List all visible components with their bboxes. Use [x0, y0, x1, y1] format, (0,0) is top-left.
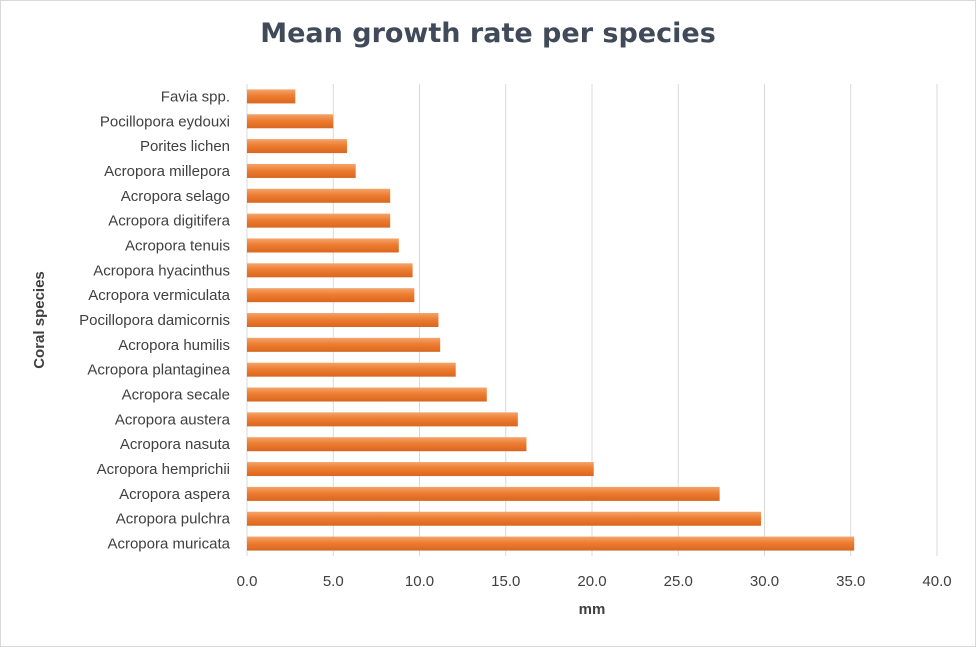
category-label: Acropora humilis [118, 337, 230, 354]
category-label: Pocillopora damicornis [79, 312, 230, 329]
bar [247, 412, 518, 427]
category-label: Porites lichen [140, 138, 230, 155]
x-tick-label: 5.0 [323, 573, 344, 590]
x-tick-label: 0.0 [237, 573, 258, 590]
category-label: Acropora muricata [107, 536, 230, 553]
category-label: Acropora plantaginea [87, 362, 230, 379]
bar [247, 387, 487, 402]
category-label: Acropora vermiculata [88, 287, 230, 304]
category-label: Pocillopora eydouxi [100, 113, 230, 130]
category-label: Acropora selago [121, 188, 230, 205]
bars [247, 89, 855, 551]
bar [247, 437, 527, 452]
bar [247, 337, 441, 352]
chart-title: Mean growth rate per species [260, 18, 716, 49]
bar [247, 486, 720, 501]
x-tick-label: 35.0 [836, 573, 865, 590]
category-label: Acropora austera [115, 411, 231, 428]
bar [247, 114, 334, 129]
x-tick-labels: 0.0 5.0 10.0 15.0 20.0 25.0 30.0 35.0 40.0 [237, 573, 952, 590]
bar [247, 188, 391, 203]
bar [247, 313, 439, 327]
category-label: Acropora secale [122, 387, 230, 404]
bar [247, 238, 399, 253]
category-label: Acropora hemprichii [97, 461, 230, 478]
bar [247, 139, 348, 154]
bar [247, 163, 356, 178]
category-label: Acropora pulchra [116, 511, 231, 528]
bar [247, 462, 594, 477]
x-axis-title: mm [579, 601, 606, 618]
x-tick-label: 30.0 [750, 573, 779, 590]
bar [247, 213, 391, 228]
category-label: Acropora millepora [104, 163, 231, 180]
category-labels: Favia spp. Pocillopora eydouxi Porites lic… [79, 88, 231, 552]
x-tick-label: 40.0 [922, 573, 951, 590]
category-label: Favia spp. [161, 88, 230, 105]
category-label: Acropora tenuis [125, 237, 230, 254]
x-tick-label: 20.0 [577, 573, 606, 590]
bar [247, 89, 296, 104]
category-label: Acropora nasuta [120, 436, 231, 453]
bar [247, 362, 456, 377]
bar [247, 536, 855, 551]
x-tick-label: 15.0 [491, 573, 520, 590]
bar [247, 263, 413, 278]
bar [247, 288, 415, 303]
category-label: Acropora hyacinthus [93, 262, 230, 279]
category-label: Acropora aspera [119, 486, 231, 503]
y-axis-title: Coral species [31, 271, 48, 369]
x-tick-label: 25.0 [664, 573, 693, 590]
x-tick-label: 10.0 [405, 573, 434, 590]
category-label: Acropora digitifera [108, 213, 230, 230]
bar [247, 511, 762, 526]
